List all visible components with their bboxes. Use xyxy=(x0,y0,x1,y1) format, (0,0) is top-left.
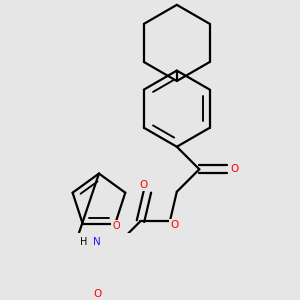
Text: O: O xyxy=(170,220,178,230)
Text: O: O xyxy=(139,180,147,190)
Text: N: N xyxy=(93,237,101,247)
Text: O: O xyxy=(231,164,239,174)
Text: O: O xyxy=(93,289,101,299)
Text: O: O xyxy=(112,221,120,231)
Text: H: H xyxy=(80,237,87,247)
